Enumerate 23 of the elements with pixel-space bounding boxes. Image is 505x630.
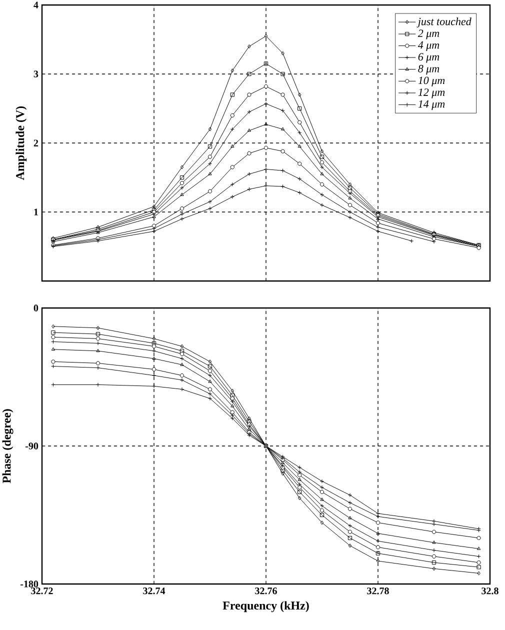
x-axis-title: Frequency (kHz) [222, 601, 309, 612]
legend-label: 6 μm [418, 53, 440, 63]
x-tick-label: 32.72 [31, 588, 53, 594]
x-tick-label: 32.74 [143, 588, 166, 594]
y-tick-label: -90 [25, 442, 38, 450]
legend-label: 8 μm [418, 64, 440, 75]
legend-label: 4 μm [418, 41, 440, 51]
x-tick-label: 32.78 [367, 588, 389, 594]
y-axis-title: Phase (degree) [2, 409, 14, 484]
y-tick-label: 3 [34, 70, 38, 78]
x-tick-label: 32.8 [482, 588, 498, 594]
legend-label: just touched [416, 18, 472, 28]
y-tick-label: -180 [20, 580, 38, 588]
y-axis-title: Amplitude (V) [16, 106, 27, 180]
x-tick-label: 32.76 [255, 588, 277, 594]
y-tick-label: 1 [34, 208, 38, 216]
y-tick-label: 2 [34, 140, 38, 146]
legend-label: 12 μm [418, 88, 445, 98]
legend-label: 2 μm [418, 30, 440, 40]
y-tick-label: 0 [34, 304, 38, 312]
y-tick-label: 4 [34, 2, 38, 8]
legend-label: 10 μm [418, 76, 445, 86]
legend-label: 14 μm [418, 100, 445, 110]
